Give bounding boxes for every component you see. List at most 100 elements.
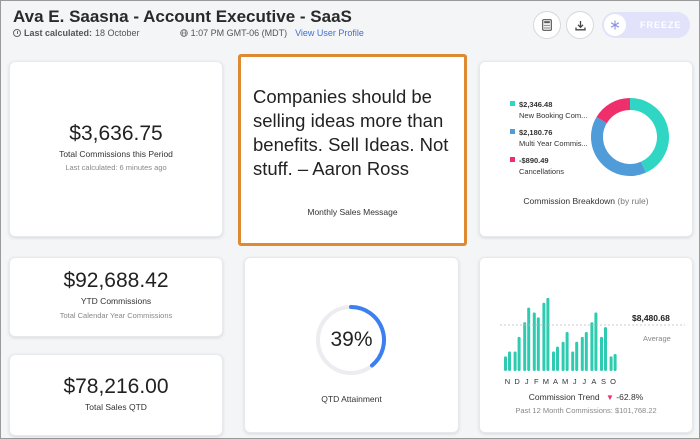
- header-subline: Last calculated: 18 October 1:07 PM GMT-…: [13, 28, 364, 38]
- trend-tick-label-8: J: [582, 377, 586, 386]
- commission-trend-label: Commission Trend: [528, 392, 600, 402]
- trend-bar-8-0[interactable]: [580, 336, 584, 371]
- download-button[interactable]: [566, 11, 594, 39]
- qtd-attainment-label: QTD Attainment: [321, 394, 382, 404]
- calculator-button[interactable]: [533, 11, 561, 39]
- trend-footer: Commission Trend ▼ -62.8%: [480, 392, 692, 402]
- freeze-knob: [604, 14, 626, 36]
- legend-name: New Booking Com...: [519, 111, 588, 120]
- legend-swatch: [510, 129, 515, 134]
- trend-bar-3-1[interactable]: [536, 317, 540, 371]
- ytd-commissions-card[interactable]: $92,688.42 YTD Commissions Total Calenda…: [9, 257, 223, 337]
- calculator-icon: [542, 19, 552, 31]
- trend-tick-label-3: F: [534, 377, 539, 386]
- trend-bar-1-1[interactable]: [517, 336, 521, 371]
- ytd-sub: Total Calendar Year Commissions: [59, 311, 173, 320]
- trend-bar-10-1[interactable]: [604, 327, 607, 371]
- last-calculated-value: 18 October: [95, 28, 140, 38]
- trend-bar-6-0[interactable]: [561, 341, 565, 371]
- trend-bar-10-0[interactable]: [600, 336, 603, 371]
- quote-label: Monthly Sales Message: [307, 207, 398, 217]
- trend-bar-4-0[interactable]: [542, 302, 546, 371]
- trend-bar-0-0[interactable]: [504, 356, 507, 371]
- trend-bar-11-1[interactable]: [613, 353, 617, 371]
- legend-swatch: [510, 157, 515, 162]
- trend-bar-5-0[interactable]: [552, 351, 555, 372]
- donut-slice-0[interactable]: [629, 98, 669, 173]
- clock-icon: [13, 29, 21, 37]
- trend-tick-label-9: A: [591, 377, 596, 386]
- legend-value: $2,346.48: [519, 100, 553, 109]
- ytd-label: YTD Commissions: [80, 296, 152, 306]
- last-calculated-label: Last calculated:: [24, 28, 93, 38]
- donut-slice-1[interactable]: [591, 117, 646, 176]
- legend-swatch: [510, 101, 515, 106]
- trend-tick-label-10: S: [601, 377, 606, 386]
- total-sales-qtd-card[interactable]: $78,216.00 Total Sales QTD: [9, 354, 223, 436]
- page-title: Ava E. Saasna - Account Executive - SaaS: [13, 7, 352, 26]
- qtd-attainment-value: 39%: [330, 328, 373, 351]
- trend-bar-9-1[interactable]: [594, 312, 598, 372]
- snowflake-icon: [610, 20, 620, 30]
- trend-average-value: $8,480.68: [632, 313, 670, 323]
- trend-past-12-month: Past 12 Month Commissions: $101,768.22: [515, 406, 657, 415]
- total-commissions-label: Total Commissions this Period: [59, 149, 173, 159]
- monthly-sales-message-card[interactable]: Companies should be selling ideas more t…: [238, 54, 467, 246]
- view-user-profile-link[interactable]: View User Profile: [295, 28, 364, 38]
- timezone: 1:07 PM GMT-06 (MDT): [179, 28, 288, 38]
- commission-breakdown-card[interactable]: $2,346.48 New Booking Com... $2,180.76 M…: [479, 61, 693, 237]
- trend-bar-3-0[interactable]: [532, 312, 536, 372]
- qtd-attainment-ring: [316, 305, 386, 375]
- trend-bar-2-1[interactable]: [527, 307, 531, 371]
- trend-bar-4-1[interactable]: [546, 297, 550, 371]
- commission-breakdown-qualifier: (by rule): [617, 196, 649, 206]
- legend-item-multi-year: $2,180.76 Multi Year Commis...: [510, 128, 588, 148]
- donut-slice-2[interactable]: [596, 98, 631, 124]
- time-value: 1:07 PM GMT-06 (MDT): [190, 28, 288, 38]
- trend-bar-11-0[interactable]: [609, 356, 613, 371]
- legend-item-cancellations: -$890.49 Cancellations: [510, 156, 564, 176]
- legend-item-new-booking: $2,346.48 New Booking Com...: [510, 100, 587, 120]
- total-commissions-sub: Last calculated: 6 minutes ago: [65, 163, 167, 172]
- trend-bar-0-1[interactable]: [508, 351, 511, 372]
- legend-value: $2,180.76: [519, 128, 553, 137]
- trend-tick-label-7: J: [573, 377, 577, 386]
- trend-tick-label-6: M: [562, 377, 568, 386]
- trend-bar-5-1[interactable]: [556, 346, 559, 371]
- freeze-toggle[interactable]: FREEZE: [602, 12, 690, 38]
- ytd-value: $92,688.42: [63, 269, 169, 292]
- total-sales-qtd-value: $78,216.00: [63, 375, 169, 398]
- total-commissions-card[interactable]: $3,636.75 Total Commissions this Period …: [9, 61, 223, 237]
- download-icon: [574, 20, 586, 30]
- freeze-label: FREEZE: [640, 20, 682, 30]
- trend-average-label: Average: [643, 334, 671, 343]
- trend-down-icon: ▼: [606, 393, 614, 402]
- trend-bar-9-0[interactable]: [590, 322, 594, 371]
- trend-bar-7-0[interactable]: [571, 351, 575, 372]
- legend-name: Cancellations: [519, 167, 565, 176]
- commission-trend-change: -62.8%: [616, 392, 644, 402]
- trend-tick-label-4: M: [543, 377, 549, 386]
- trend-bar-8-1[interactable]: [584, 332, 588, 371]
- trend-tick-label-11: O: [610, 377, 616, 386]
- trend-tick-label-1: D: [514, 377, 520, 386]
- trend-tick-label-2: J: [525, 377, 529, 386]
- commission-breakdown-title: Commission Breakdown (by rule): [480, 196, 692, 206]
- commission-donut-chart: [591, 98, 669, 176]
- trend-bar-1-0[interactable]: [513, 351, 517, 372]
- trend-bar-2-0[interactable]: [523, 322, 527, 371]
- quote-text: Companies should be selling ideas more t…: [253, 86, 449, 179]
- total-sales-qtd-label: Total Sales QTD: [85, 402, 147, 412]
- trend-tick-label-0: N: [505, 377, 510, 386]
- total-commissions-value: $3,636.75: [69, 122, 163, 145]
- trend-bar-7-1[interactable]: [575, 341, 579, 371]
- qtd-attainment-card[interactable]: 39% QTD Attainment: [244, 257, 459, 433]
- legend-name: Multi Year Commis...: [519, 139, 588, 148]
- trend-bar-6-1[interactable]: [565, 332, 569, 371]
- commission-breakdown-label: Commission Breakdown: [523, 196, 616, 206]
- trend-tick-label-5: A: [553, 377, 558, 386]
- qtd-attainment-arc: [349, 305, 386, 368]
